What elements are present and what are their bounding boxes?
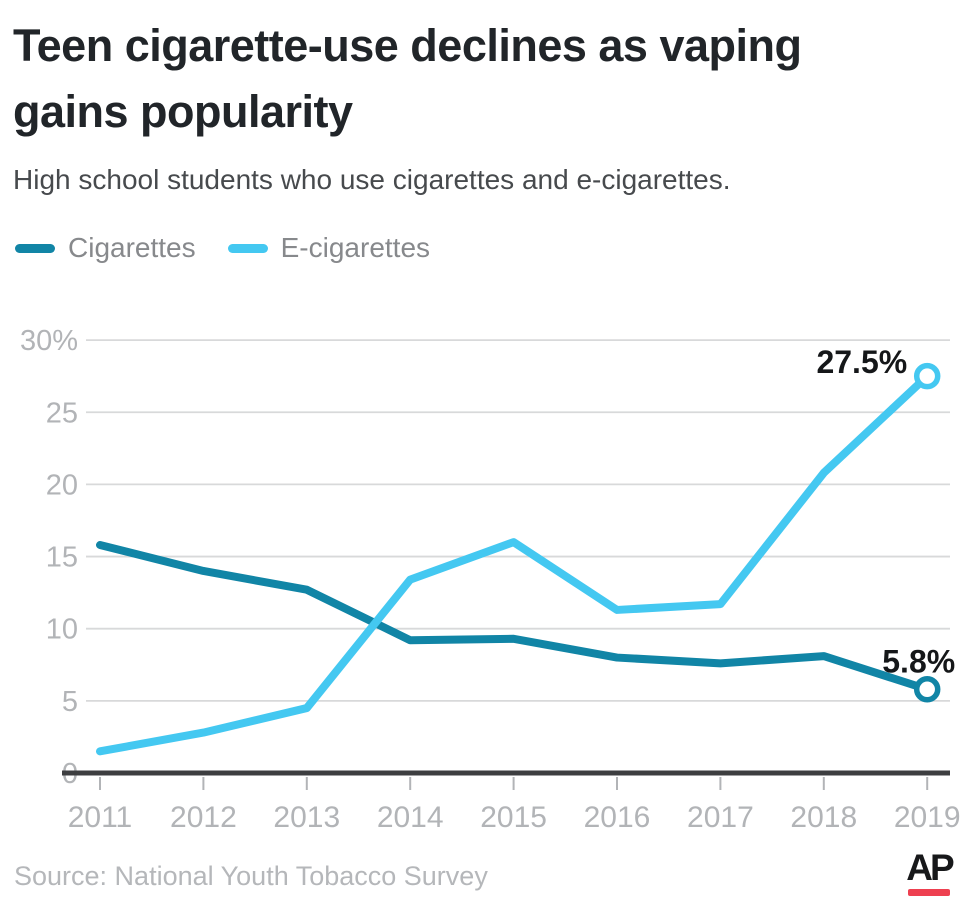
legend-item-cigarettes: Cigarettes bbox=[15, 232, 196, 264]
y-axis-label-10: 10 bbox=[46, 614, 78, 646]
series-line-e-cigarettes bbox=[96, 372, 932, 756]
x-axis-label-2013: 2013 bbox=[273, 801, 340, 834]
x-axis-label-2017: 2017 bbox=[687, 801, 754, 834]
series-line-cigarettes bbox=[96, 541, 932, 694]
y-axis-label-5: 5 bbox=[62, 686, 78, 718]
legend-label-e-cigarettes: E-cigarettes bbox=[280, 232, 431, 263]
legend: Cigarettes E-cigarettes bbox=[15, 228, 430, 268]
x-axis-label-2016: 2016 bbox=[584, 801, 651, 834]
e-cigarettes-line-swatch bbox=[227, 243, 268, 253]
source-note: Source: National Youth Tobacco Survey bbox=[14, 861, 488, 891]
x-axis-label-2015: 2015 bbox=[480, 801, 547, 834]
end-value-label-e-cigarettes: 27.5% bbox=[816, 344, 907, 380]
x-axis-label-2014: 2014 bbox=[377, 801, 444, 834]
y-axis-label-15: 15 bbox=[46, 542, 78, 574]
chart-title: Teen cigarette-use declines as vaping ga… bbox=[13, 20, 802, 137]
ap-logo-bar bbox=[908, 889, 950, 896]
end-marker-cigarettes bbox=[913, 676, 941, 703]
y-axis-label-30: 30% bbox=[20, 325, 78, 357]
chart-subtitle: High school students who use cigarettes … bbox=[13, 164, 731, 195]
ap-logo: AP bbox=[905, 847, 955, 896]
x-axis-label-2019: 2019 bbox=[894, 801, 961, 834]
x-axis-label-2018: 2018 bbox=[790, 801, 857, 834]
legend-item-e-cigarettes: E-cigarettes bbox=[227, 232, 431, 264]
legend-label-cigarettes: Cigarettes bbox=[68, 232, 196, 263]
x-axis-label-2011: 2011 bbox=[68, 801, 133, 834]
x-axis-label-2012: 2012 bbox=[170, 801, 237, 834]
y-axis-label-25: 25 bbox=[46, 397, 78, 429]
end-value-label-cigarettes: 5.8% bbox=[882, 643, 955, 679]
y-axis-label-20: 20 bbox=[46, 469, 78, 501]
end-marker-e-cigarettes bbox=[913, 362, 941, 390]
cigarettes-line-swatch bbox=[15, 243, 55, 253]
ap-logo-text: AP bbox=[906, 847, 954, 888]
